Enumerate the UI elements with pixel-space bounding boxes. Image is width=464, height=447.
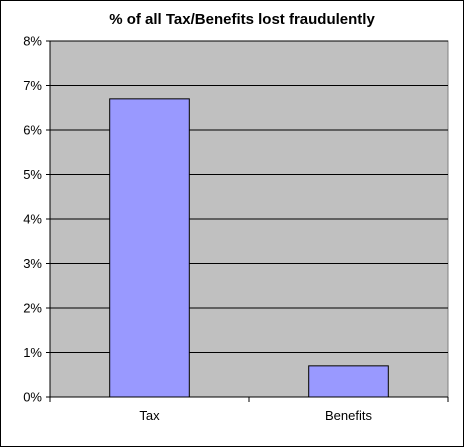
y-tick-label: 0% <box>23 390 42 405</box>
y-tick-label: 3% <box>23 256 42 271</box>
x-tick-label: Tax <box>139 408 160 423</box>
x-tick-label: Benefits <box>325 408 372 423</box>
y-tick-label: 2% <box>23 301 42 316</box>
bar-tax <box>109 98 190 398</box>
y-tick-label: 4% <box>23 212 42 227</box>
chart-title: % of all Tax/Benefits lost fraudulently <box>109 11 375 28</box>
y-tick-label: 7% <box>23 78 42 93</box>
bar-benefits <box>308 365 389 398</box>
bars <box>109 98 389 398</box>
x-axis-tick-labels: Tax Benefits <box>49 397 449 423</box>
y-tick-label: 6% <box>23 123 42 138</box>
y-tick-label: 8% <box>23 34 42 49</box>
y-tick-label: 5% <box>23 167 42 182</box>
y-axis-tick-labels: 0% 1% 2% 3% 4% 5% 6% 7% 8% <box>23 34 50 405</box>
y-tick-label: 1% <box>23 345 42 360</box>
